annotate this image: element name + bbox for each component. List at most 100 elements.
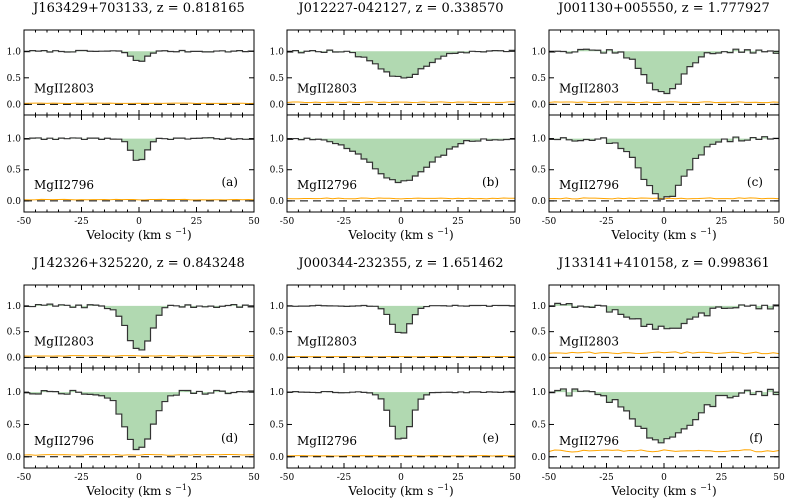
y-tick-label: 1.0 [270,47,285,57]
x-axis-label-text: Velocity (km s [347,228,437,242]
y-tick-label: 0.5 [532,74,547,84]
y-tick-label: 0.0 [7,197,22,207]
x-tick-label: -25 [599,217,614,227]
y-tick-label: 0.0 [270,100,285,110]
panel-mgii2803: 0.0 0.5 1.0 MgII2803 [7,284,255,369]
flux-line [287,137,515,184]
x-tick-label: 0 [136,473,142,483]
x-tick-label: -25 [599,473,614,483]
error-spectrum [23,453,255,456]
x-axis-label: Velocity (km s −1) [85,483,191,498]
y-tick-label: 0.0 [532,453,547,463]
panel-mgii2796: 0.0 0.5 1.0 MgII2796 [532,367,780,469]
y-tick-label: 0.5 [7,74,22,84]
chart-title: J163429+703133, z = 0.818165 [31,1,245,16]
y-tick-label: 1.0 [7,135,22,145]
panel-label: (e) [483,431,499,445]
ion-label: MgII2803 [34,334,94,348]
x-axis-label-text: Velocity (km s [347,484,437,498]
chart-a: J163429+703133, z = 0.818165 0.0 0.5 1.0 MgI… [7,1,260,242]
absorption-fill [24,304,254,350]
ion-label: MgII2796 [559,434,619,448]
panel-label: (c) [747,175,763,189]
x-axis-label-text: Velocity (km s [85,484,175,498]
y-tick-label: 0.0 [7,453,22,463]
absorption-fill [24,50,254,62]
ion-label: MgII2796 [34,434,94,448]
panel-mgii2803: 0.0 0.5 1.0 MgII2803 [7,29,255,116]
y-tick-label: 0.5 [270,420,285,430]
x-tick-label: -50 [17,217,32,227]
error-spectrum [548,449,780,453]
absorption-fill [549,136,779,200]
chart-d: J142326+325220, z = 0.843248 0.0 0.5 1.0 MgI… [7,256,260,498]
ion-label: MgII2796 [34,178,94,192]
absorption-fill [24,137,254,161]
panel-frame [23,114,255,213]
x-tick-label: -25 [74,473,89,483]
x-axis-label: Velocity (km s −1) [610,227,716,242]
chart-title: J142326+325220, z = 0.843248 [31,256,245,271]
absorption-fill [24,390,254,450]
absorption-fill [287,50,515,78]
x-tick-label: 50 [773,473,785,483]
ion-label: MgII2803 [559,81,619,95]
x-tick-label: 25 [716,473,728,483]
error-spectrum [548,351,780,355]
x-tick-label: -50 [17,473,32,483]
x-tick-label: -50 [542,473,557,483]
x-tick-label: 50 [773,217,785,227]
y-tick-label: 0.5 [270,166,285,176]
absorption-fill [549,49,779,94]
chart-c: J001130+005550, z = 1.777927 0.0 0.5 1.0 MgI… [532,1,785,242]
x-axis-label-close: ) [712,484,717,498]
y-tick-label: 1.0 [270,388,285,398]
panel-label: (d) [221,431,238,445]
ion-label: MgII2796 [297,434,357,448]
x-axis-label-close: ) [712,228,717,242]
y-tick-label: 1.0 [270,302,285,312]
panel-mgii2796: 0.0 0.5 1.0 MgII2796 [270,367,516,469]
ion-label: MgII2803 [559,334,619,348]
error-spectrum [548,101,780,104]
ion-label: MgII2803 [297,81,357,95]
x-tick-label: -25 [74,217,89,227]
ion-label: MgII2796 [559,178,619,192]
panel-mgii2796: 0.0 0.5 1.0 MgII2796 [7,114,255,213]
panel-mgii2803: 0.0 0.5 1.0 MgII2803 [532,29,780,116]
chart-title: J001130+005550, z = 1.777927 [556,1,770,16]
panel-mgii2803: 0.0 0.5 1.0 MgII2803 [270,29,516,116]
flux-line [549,48,779,95]
y-tick-label: 0.0 [532,197,547,207]
absorption-fill [549,388,779,443]
x-tick-label: 0 [661,473,667,483]
x-axis-label-text: Velocity (km s [610,228,700,242]
panel-mgii2796: 0.0 0.5 1.0 MgII2796 [270,114,516,213]
x-axis-label-close: ) [187,484,192,498]
x-axis-label-close: ) [449,484,454,498]
chart-title: J133141+410158, z = 0.998361 [556,256,770,271]
y-tick-label: 0.0 [7,100,22,110]
x-axis-label-sup: −1 [175,483,187,492]
x-tick-label: 0 [136,217,142,227]
absorption-fill [287,138,515,183]
x-axis-label-sup: −1 [437,483,449,492]
y-tick-label: 0.0 [532,100,547,110]
panel-mgii2796: 0.0 0.5 1.0 MgII2796 [7,367,255,469]
y-tick-label: 0.5 [7,420,22,430]
x-axis-label: Velocity (km s −1) [347,483,453,498]
x-tick-label: 0 [661,217,667,227]
chart-title: J012227-042127, z = 0.338570 [296,1,503,16]
flux-line [287,304,515,334]
y-tick-label: 0.0 [7,353,22,363]
x-axis-label-close: ) [187,228,192,242]
y-tick-label: 0.5 [7,328,22,338]
flux-line [24,49,254,62]
x-tick-label: -50 [280,473,295,483]
y-tick-label: 0.5 [270,74,285,84]
x-axis-label: Velocity (km s −1) [347,227,453,242]
flux-line [24,137,254,161]
error-spectrum [23,355,255,357]
y-tick-label: 1.0 [532,388,547,398]
